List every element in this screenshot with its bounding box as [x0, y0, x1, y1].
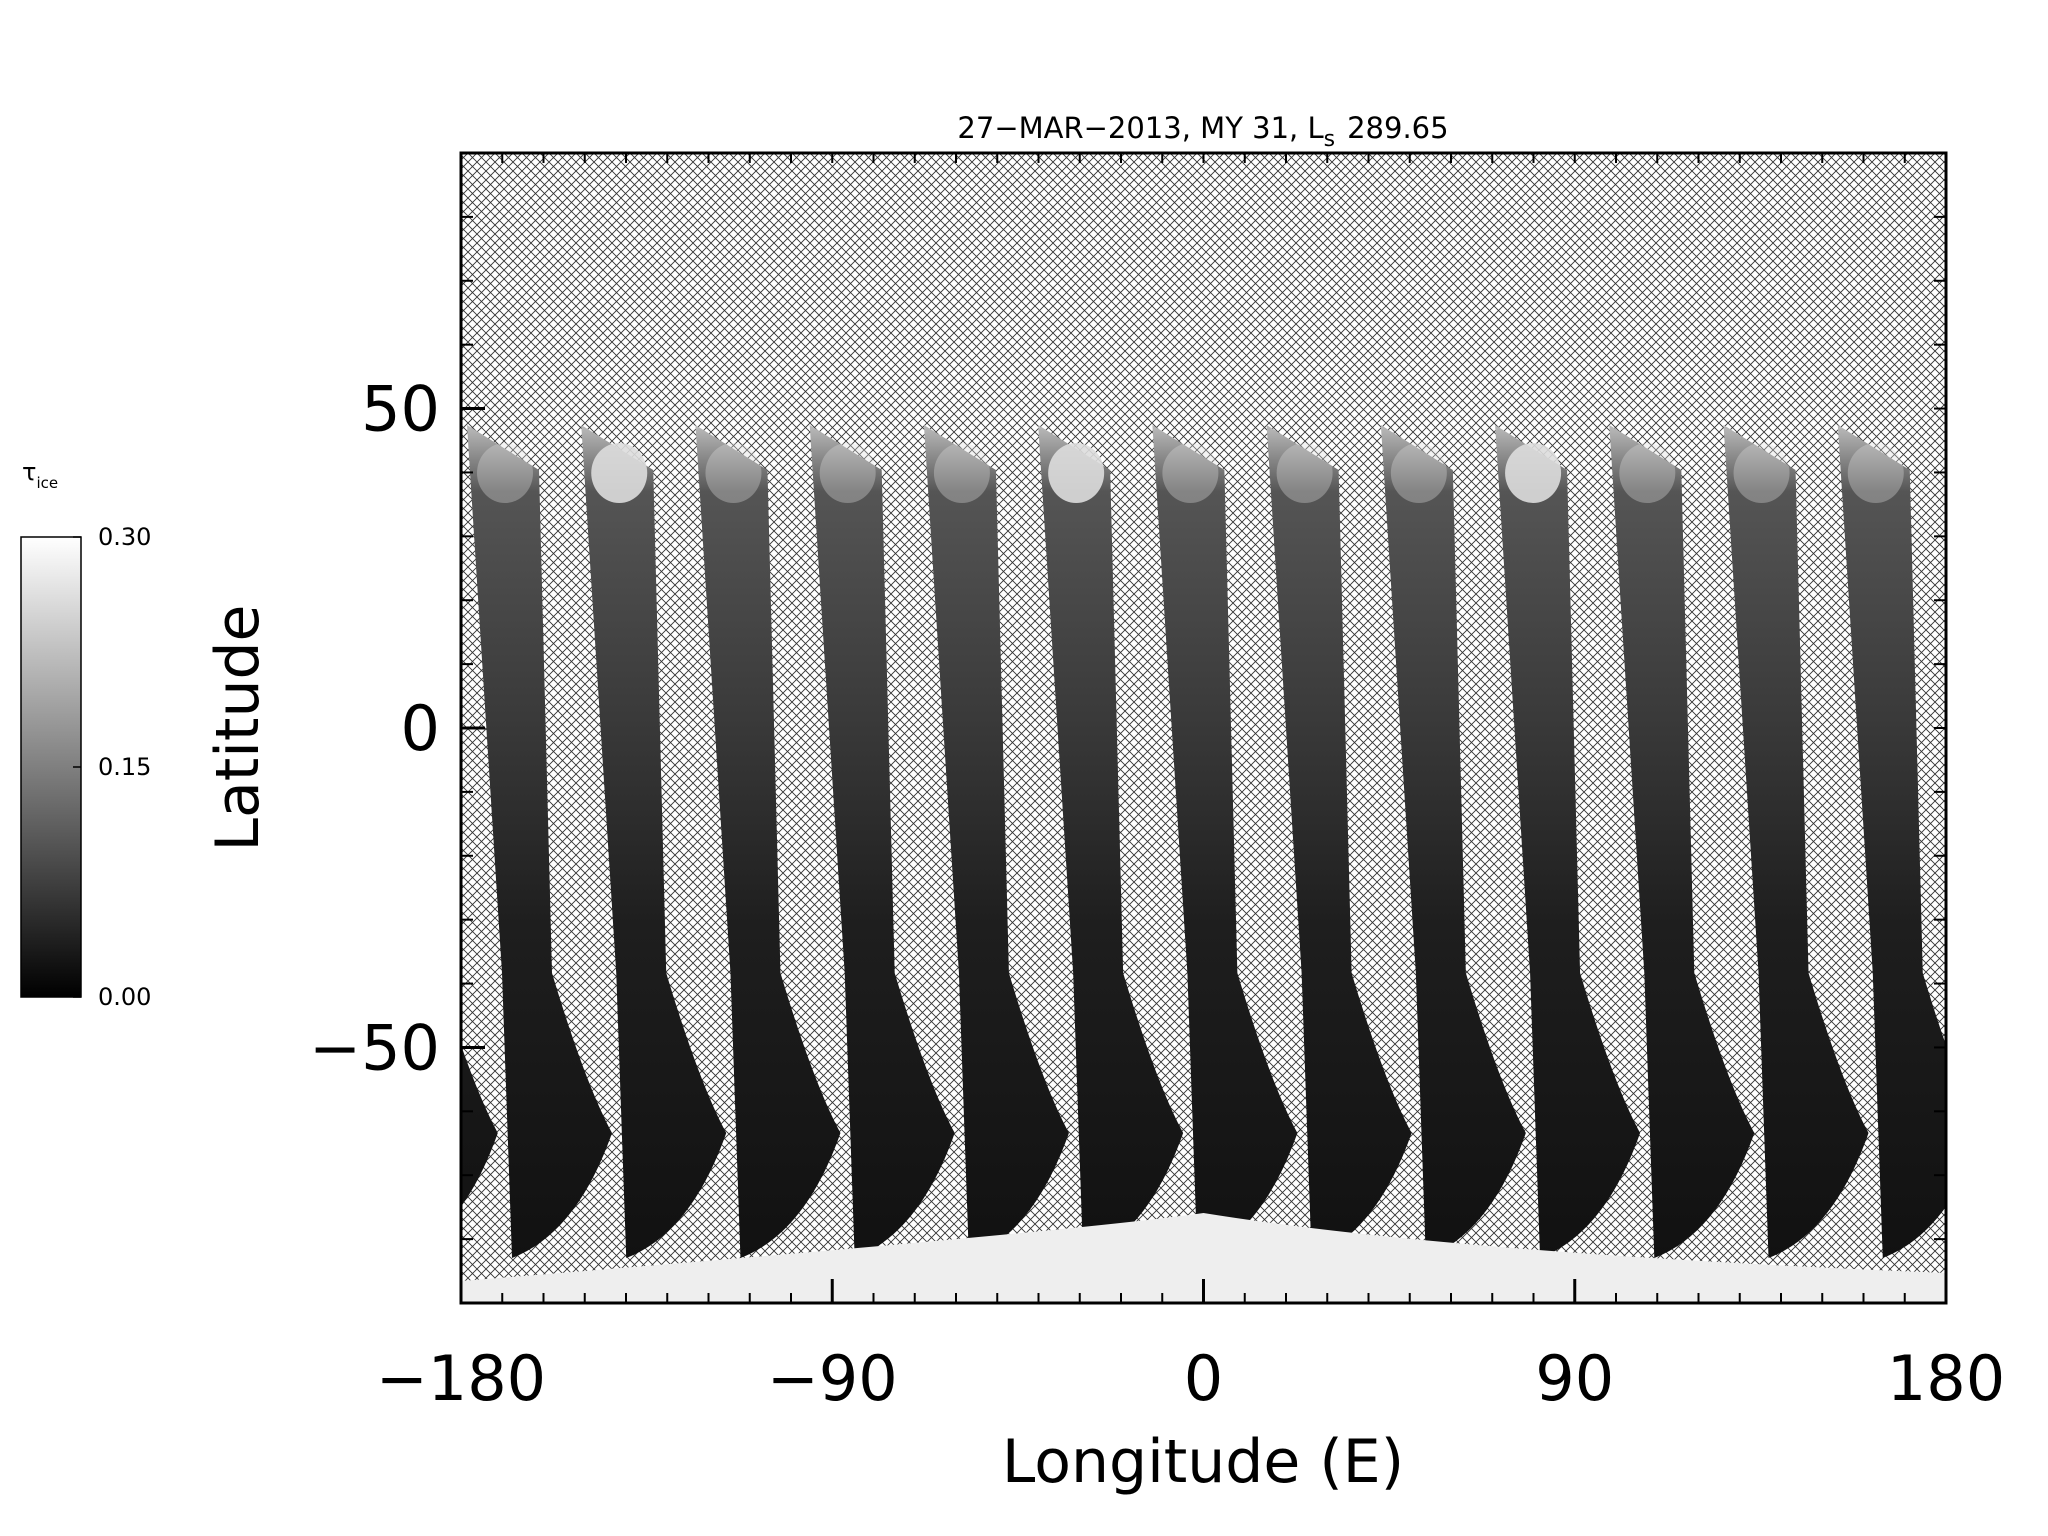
x-axis-label: Longitude (E) — [1002, 1427, 1404, 1497]
swaths — [363, 425, 1946, 1303]
swath-bright — [591, 443, 648, 503]
swath — [1723, 425, 1869, 1258]
swath — [1266, 425, 1412, 1258]
colorbar-symbol: τ — [22, 458, 36, 486]
swath — [467, 425, 612, 1258]
x-tick-label: −180 — [376, 1342, 546, 1415]
swath — [695, 425, 841, 1258]
swath-bright — [1162, 443, 1219, 503]
y-axis-label: Latitude — [203, 605, 273, 852]
x-tick-label: 90 — [1535, 1342, 1614, 1415]
swath — [1609, 425, 1755, 1258]
swath — [923, 425, 1069, 1258]
y-tick-label: 50 — [361, 373, 440, 446]
colorbar-tick-label: 0.00 — [98, 983, 151, 1011]
y-tick-label: −50 — [309, 1011, 440, 1084]
x-tick-label: −90 — [767, 1342, 898, 1415]
swath-bright — [1733, 443, 1790, 503]
swath-bright — [705, 443, 762, 503]
swath-bright — [933, 443, 990, 503]
swath — [461, 1045, 498, 1207]
swath-bright — [477, 443, 533, 503]
swath — [1837, 425, 1946, 1258]
swath — [1038, 425, 1184, 1258]
colorbar-tick-label: 0.15 — [98, 753, 151, 781]
swath-bright — [363, 443, 419, 503]
swath — [1495, 425, 1641, 1258]
x-tick-label: 0 — [1184, 1342, 1223, 1415]
swath-bright — [1276, 443, 1333, 503]
swath-bright — [1619, 443, 1676, 503]
chart-title: 27−MAR−2013, MY 31, Ls 289.65 — [957, 111, 1448, 152]
swath-bright — [1847, 443, 1904, 503]
swath-bright — [819, 443, 876, 503]
swath-bright — [1048, 443, 1105, 503]
swath — [1152, 425, 1298, 1258]
colorbar — [20, 536, 82, 998]
y-tick-label: 0 — [401, 692, 440, 765]
swath-bright — [1505, 443, 1562, 503]
swath — [581, 425, 727, 1258]
colorbar-label: τice — [22, 458, 58, 492]
title-text: 27−MAR−2013, MY 31, L — [957, 111, 1323, 145]
swath-bright — [1390, 443, 1447, 503]
title-value: 289.65 — [1347, 111, 1448, 145]
swath — [809, 425, 955, 1258]
swath — [1380, 425, 1526, 1258]
colorbar-subscript: ice — [36, 474, 58, 492]
colorbar-tick-label: 0.30 — [98, 523, 151, 551]
x-tick-label: 180 — [1887, 1342, 2005, 1415]
title-subscript: s — [1324, 127, 1335, 152]
